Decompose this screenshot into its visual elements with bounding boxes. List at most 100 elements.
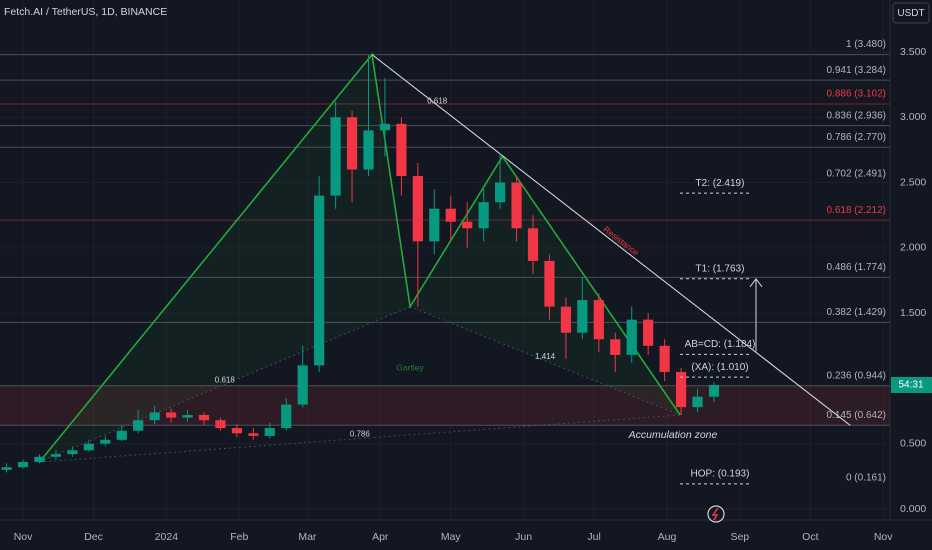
- candle-body: [133, 420, 144, 431]
- zone-label: Accumulation zone: [628, 429, 718, 441]
- x-tick-label: Nov: [14, 531, 33, 543]
- resistance-line: [371, 54, 851, 426]
- candle-body: [314, 195, 325, 366]
- x-tick-label: 2024: [155, 531, 179, 543]
- y-tick-label: 2.000: [900, 242, 926, 254]
- accumulation-zone: [0, 385, 890, 426]
- fib-label: 0 (0.161): [846, 473, 886, 484]
- y-tick-label: 0.000: [900, 503, 926, 515]
- target-arrow-head: [749, 277, 763, 288]
- fib-label: 0.486 (1.774): [827, 262, 887, 273]
- x-tick-label: Aug: [658, 531, 677, 543]
- ratio-label: 0.786: [350, 430, 371, 439]
- candle-body: [330, 117, 341, 196]
- candle-body: [149, 412, 160, 421]
- candle-body: [198, 415, 210, 421]
- candle-body: [610, 339, 621, 355]
- currency-button[interactable]: [892, 2, 930, 24]
- candle-body: [412, 176, 423, 242]
- fib-label: 0.236 (0.944): [827, 370, 887, 381]
- candle-body: [495, 182, 506, 203]
- fib-label: 0.786 (2.770): [827, 132, 887, 143]
- x-tick-label: Feb: [230, 531, 248, 543]
- fib-label: 0.702 (2.491): [827, 168, 887, 179]
- candle-body: [363, 130, 374, 170]
- candle-body: [593, 300, 604, 340]
- candle-body: [182, 415, 193, 418]
- pattern-fill: [39, 54, 411, 463]
- candle-body: [100, 439, 111, 444]
- candle-body: [281, 404, 292, 429]
- fib-label: 0.886 (3.102): [827, 89, 887, 100]
- x-tick-label: Mar: [298, 531, 317, 543]
- fib-label: 0.145 (0.642): [827, 410, 887, 421]
- target-label: AB=CD: (1.184): [685, 339, 756, 350]
- candle-body: [116, 430, 127, 440]
- candle-body: [231, 428, 242, 434]
- candle-body: [577, 300, 588, 333]
- pattern-name: Gartley: [396, 362, 424, 372]
- target-label: T1: (1.763): [696, 263, 745, 274]
- pattern-dotted-line: [39, 414, 681, 463]
- icon-bolt[interactable]: [711, 507, 719, 521]
- countdown-label: 54:31: [898, 380, 923, 391]
- candle-body: [248, 433, 259, 436]
- candle-body: [462, 221, 473, 229]
- candle-body: [659, 345, 670, 372]
- y-tick-label: 1.500: [900, 307, 926, 319]
- candle-body: [83, 443, 94, 451]
- x-tick-label: Jun: [515, 531, 532, 543]
- candle-body: [67, 450, 78, 455]
- plot-area: Accumulation zone 1 (3.480) 0.941 (3.284) 0…: [0, 39, 890, 485]
- candle-body: [511, 182, 522, 229]
- fib-label: 0.618 (2.212): [827, 205, 887, 216]
- fib-label: 1 (3.480): [846, 39, 886, 50]
- ratio-label: 0.618: [215, 375, 236, 384]
- candle-body: [675, 371, 687, 408]
- candle-body: [527, 228, 539, 261]
- candle-body: [708, 384, 720, 397]
- x-tick-label: Dec: [84, 531, 103, 543]
- y-tick-label: 3.500: [900, 46, 926, 58]
- x-tick-label: Oct: [802, 531, 818, 543]
- chart-title: Fetch.AI / TetherUS, 1D, BINANCE: [4, 6, 167, 18]
- candle-body: [445, 208, 456, 222]
- candle-body: [17, 462, 29, 468]
- fib-label: 0.941 (3.284): [827, 65, 887, 76]
- candle-body: [544, 260, 555, 307]
- y-tick-label: 2.500: [900, 176, 926, 188]
- currency-label[interactable]: USDT: [897, 8, 924, 19]
- pattern-dotted-line: [39, 306, 411, 463]
- icon-circle[interactable]: [707, 505, 725, 523]
- candle-body: [379, 123, 391, 131]
- fib-label: 0.836 (2.936): [827, 110, 887, 121]
- x-tick-label: Apr: [372, 531, 389, 543]
- x-tick-label: May: [441, 531, 462, 543]
- candle-body: [643, 319, 654, 346]
- candle-body: [429, 208, 440, 242]
- fib-label: 0.382 (1.429): [827, 307, 887, 318]
- candle-body: [626, 319, 637, 355]
- ratio-label: 1.414: [535, 352, 556, 361]
- x-tick-label: Jul: [587, 531, 600, 543]
- x-tick-label: Nov: [874, 531, 893, 543]
- candle-body: [264, 428, 275, 436]
- candle-body: [1, 467, 12, 470]
- pattern-dotted-line: [409, 306, 681, 416]
- candle-body: [346, 117, 358, 170]
- price-tag: [891, 376, 932, 393]
- candle-body: [396, 123, 407, 177]
- x-tick-label: Sep: [730, 531, 749, 543]
- candle-body: [560, 306, 572, 333]
- candle-body: [50, 454, 62, 457]
- ratio-label: 0.618: [427, 97, 448, 106]
- target-label: T2: (2.419): [696, 178, 745, 189]
- y-tick-label: 0.500: [900, 438, 926, 450]
- replay-icon[interactable]: [707, 505, 725, 523]
- pattern-line: [38, 52, 681, 463]
- candle-body: [692, 396, 703, 408]
- candle-body: [297, 365, 308, 405]
- y-tick-label: 3.000: [900, 111, 926, 123]
